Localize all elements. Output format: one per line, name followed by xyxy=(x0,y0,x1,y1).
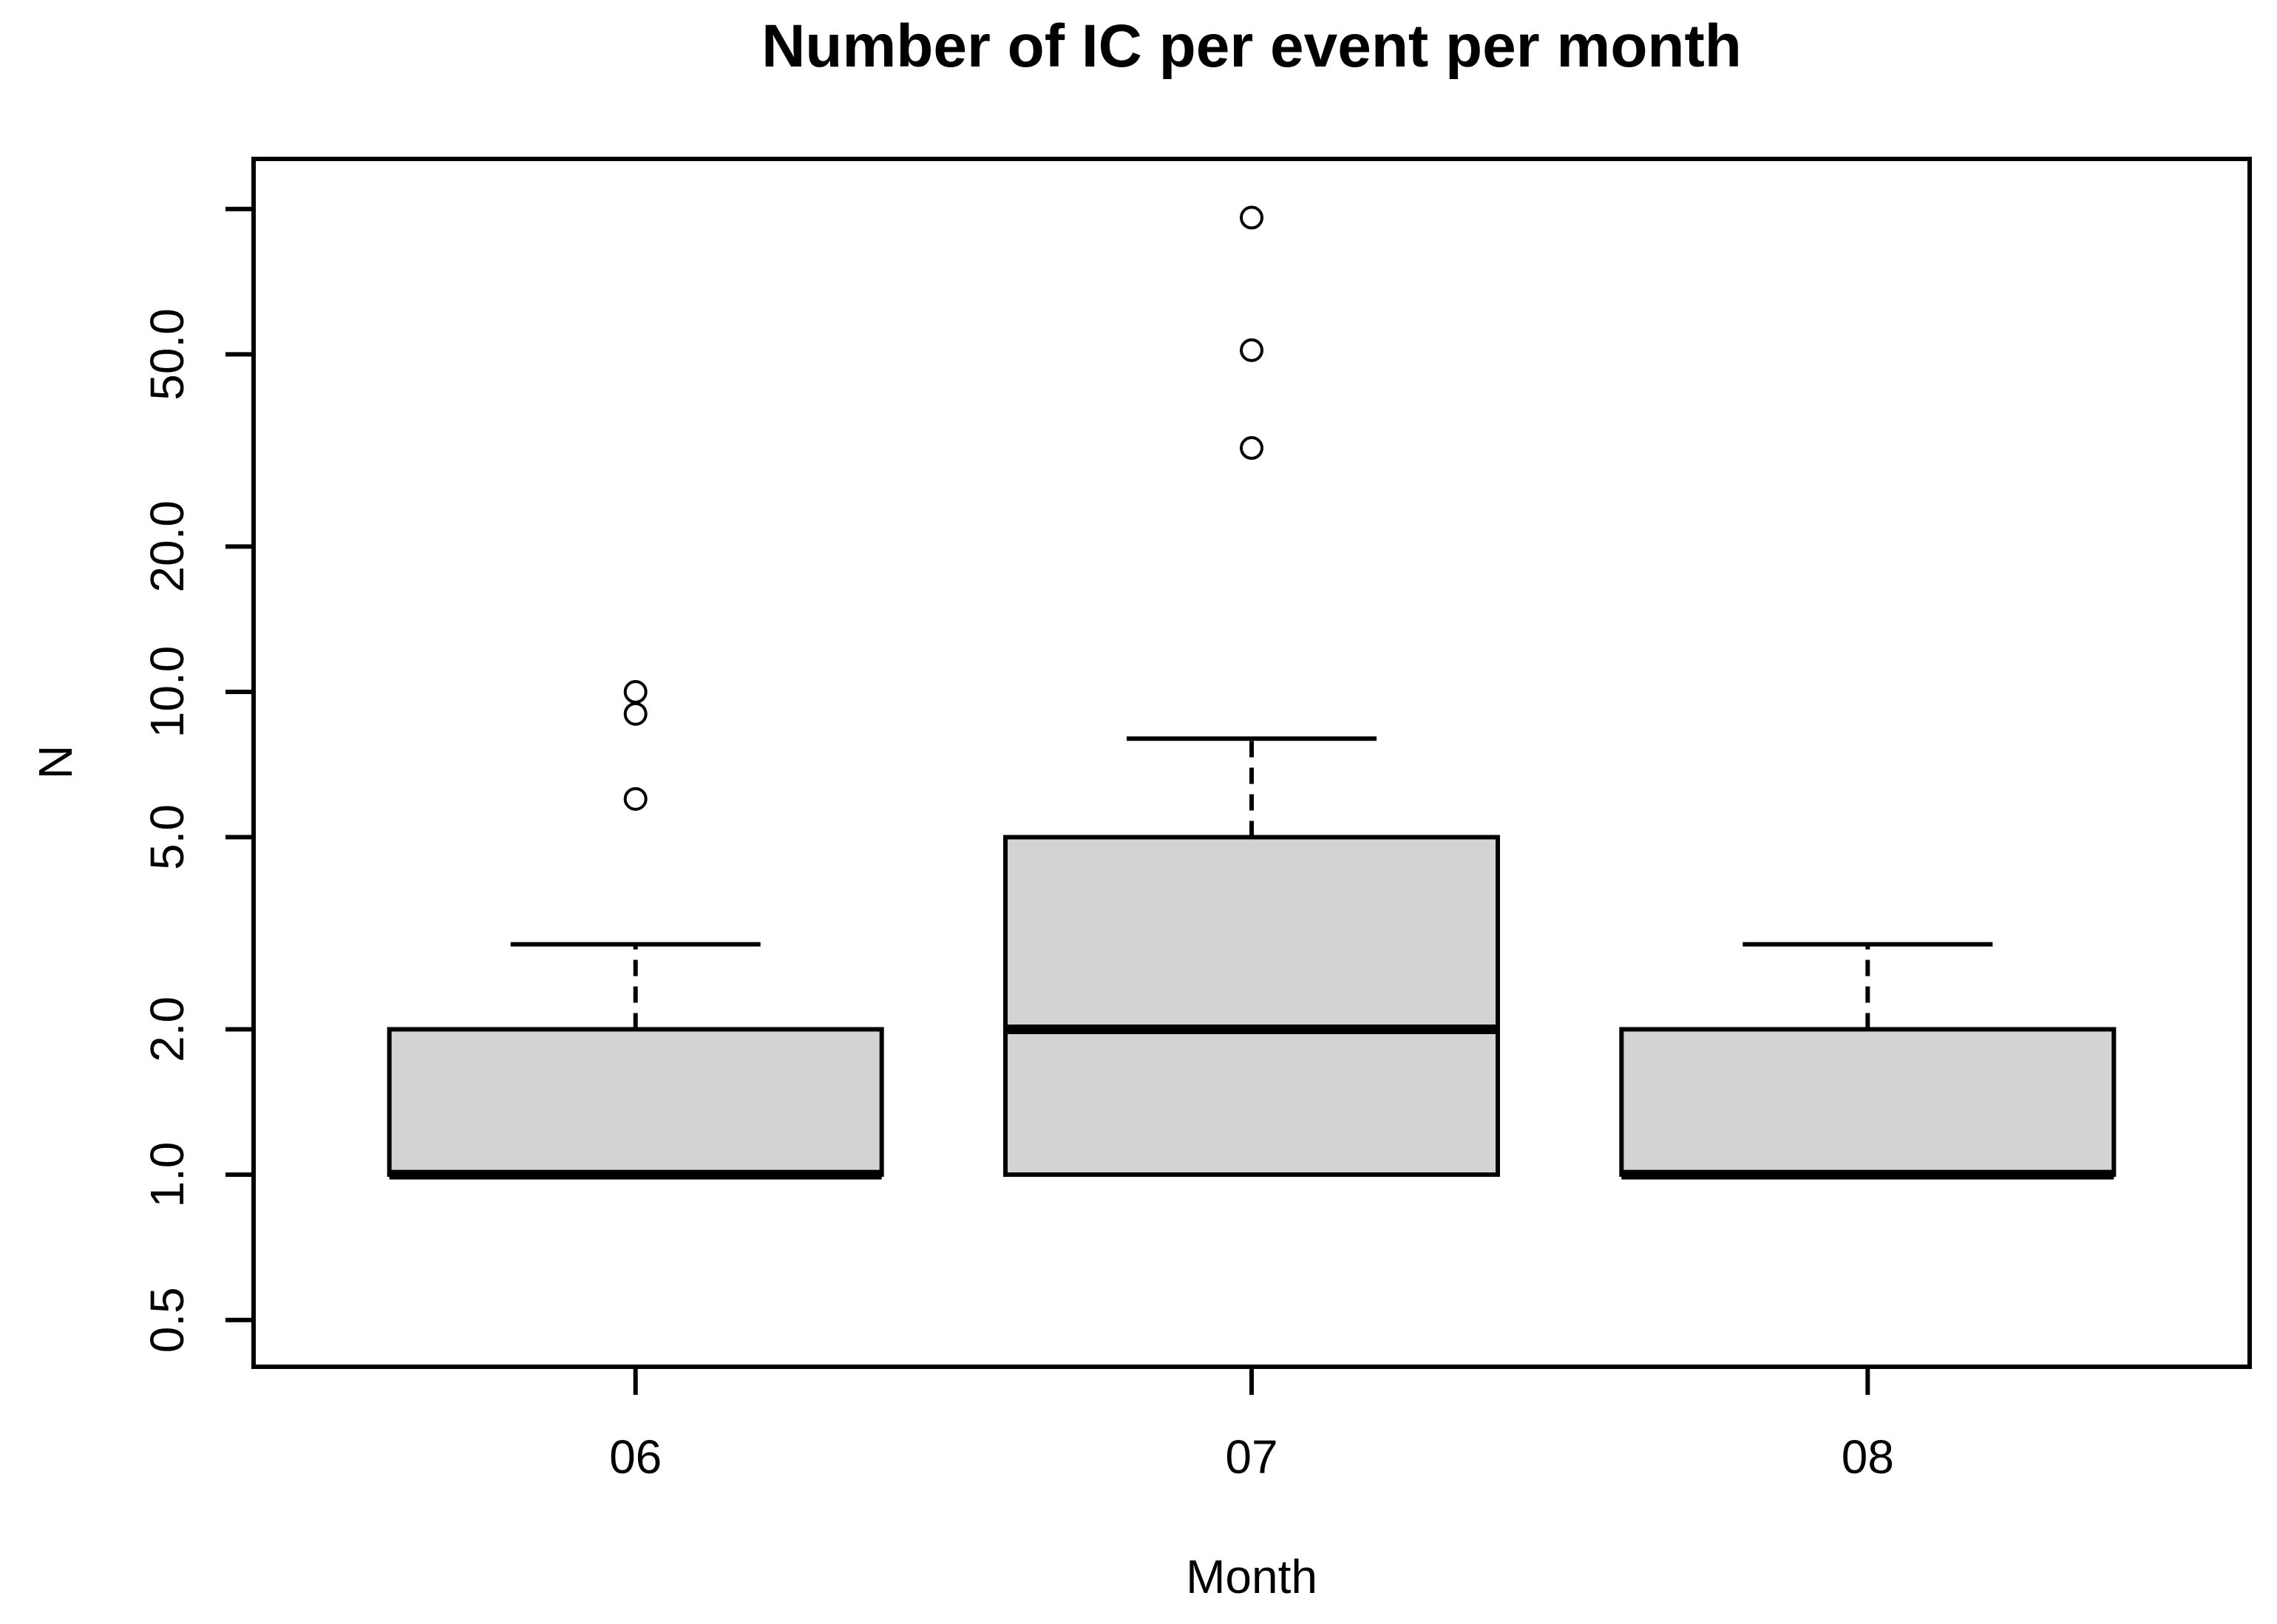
x-tick-label: 08 xyxy=(1842,1430,1894,1484)
box-07 xyxy=(1003,835,1500,1178)
x-tick-label: 06 xyxy=(609,1430,662,1484)
y-tick-label: 10.0 xyxy=(140,646,194,738)
outlier-point-06 xyxy=(623,786,648,811)
y-tick-label: 0.5 xyxy=(140,1287,194,1353)
box-08 xyxy=(1619,1027,2117,1178)
y-tick-label: 50.0 xyxy=(140,308,194,401)
outlier-point-06 xyxy=(623,701,648,726)
outlier-point-07 xyxy=(1240,436,1263,461)
x-tick-label: 07 xyxy=(1225,1430,1277,1484)
y-tick-label: 5.0 xyxy=(140,804,194,870)
y-tick-label: 20.0 xyxy=(140,500,194,593)
box-06 xyxy=(387,1027,884,1178)
chart-title: Number of IC per event per month xyxy=(761,13,1742,80)
outlier-point-07 xyxy=(1240,338,1263,362)
box-layer xyxy=(387,205,2117,1180)
y-tick-label: 1.0 xyxy=(140,1142,194,1208)
outlier-point-06 xyxy=(623,679,648,704)
axis-layer: 0.5 1.0 2.0 5.0 10.0 20.0 50.0 06 07 08 xyxy=(140,206,1894,1484)
x-axis-label: Month xyxy=(1186,1550,1317,1603)
outlier-point-07 xyxy=(1240,205,1263,230)
y-tick-label: 2.0 xyxy=(140,996,194,1062)
